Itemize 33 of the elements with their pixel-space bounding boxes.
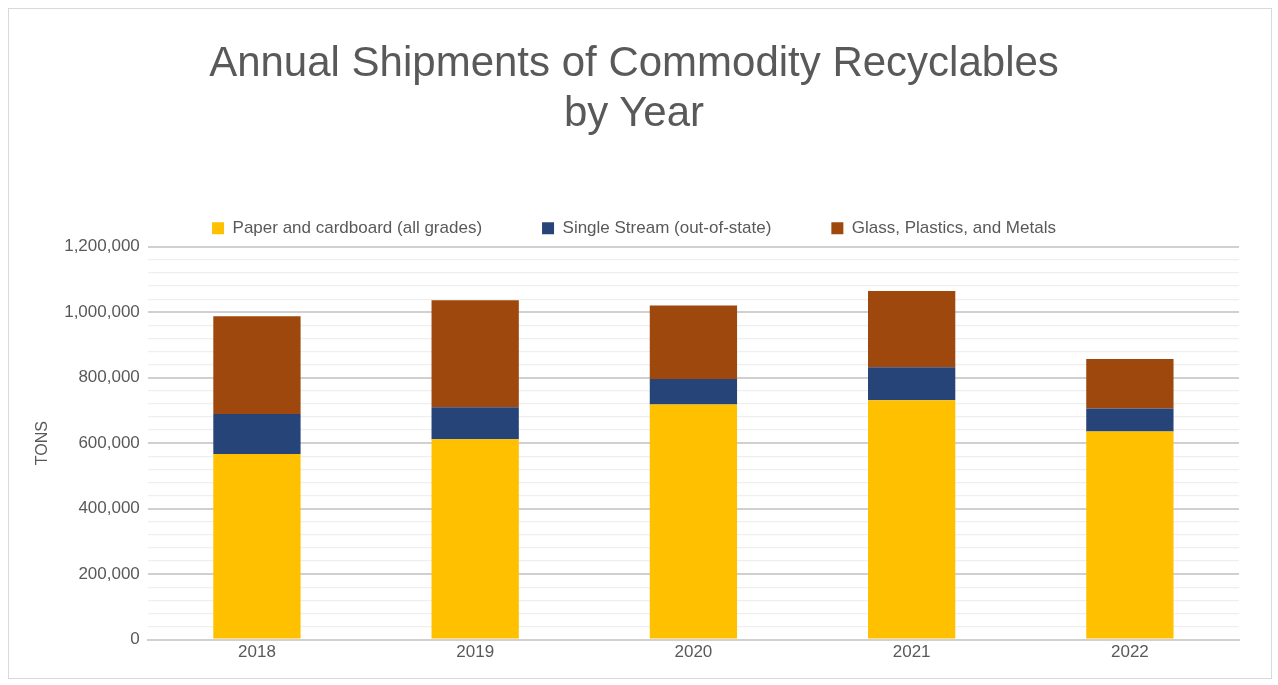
y-tick-label: 200,000	[78, 563, 140, 583]
bar	[213, 454, 301, 639]
y-tick-label: 800,000	[78, 367, 140, 387]
bar	[431, 439, 519, 639]
x-tick-label: 2019	[456, 642, 495, 662]
bar	[868, 290, 956, 368]
bar	[649, 379, 738, 405]
x-tick-label: 2020	[674, 642, 713, 662]
y-tick-label: 0	[130, 629, 140, 649]
bar	[1086, 359, 1174, 409]
bar	[213, 414, 301, 454]
bar	[431, 300, 519, 408]
x-tick-label: 2022	[1110, 642, 1149, 662]
bar	[1086, 431, 1174, 639]
bar	[213, 316, 301, 415]
legend-label: Glass, Plastics, and Metals	[851, 217, 1056, 237]
x-tick-label: 2018	[238, 642, 276, 662]
text: by Year	[563, 88, 705, 136]
legend-label: Single Stream (out-of-state)	[562, 217, 772, 237]
bar	[868, 400, 956, 639]
y-tick-label: 1,000,000	[64, 301, 140, 321]
legend-label: Paper and cardboard (all grades)	[232, 217, 483, 237]
bar	[431, 407, 519, 440]
y-tick-label: 600,000	[78, 432, 140, 452]
y-tick-label: 400,000	[78, 498, 140, 518]
bar	[1086, 408, 1174, 432]
bar	[649, 305, 738, 380]
bar	[868, 367, 956, 401]
text: Annual Shipments of Commodity Recyclables	[209, 37, 1059, 85]
y-tick-label: 1,200,000	[64, 236, 140, 256]
bar	[649, 404, 738, 639]
x-tick-label: 2021	[892, 642, 931, 662]
y-axis-title: TONS	[33, 421, 51, 466]
